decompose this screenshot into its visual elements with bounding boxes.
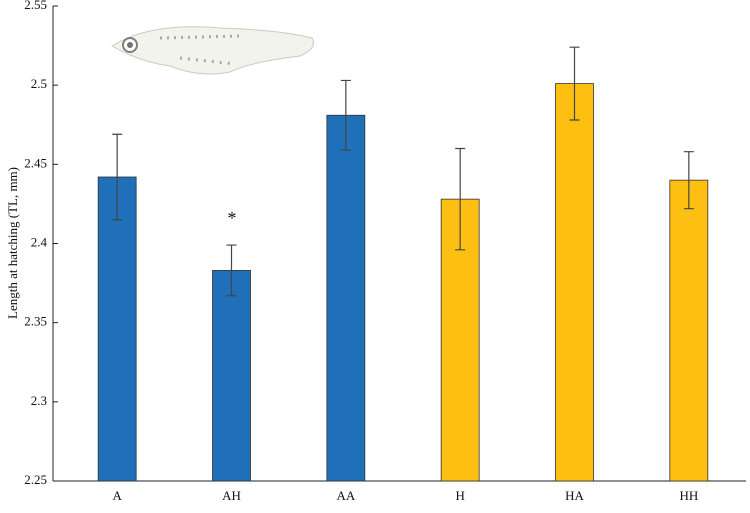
bar [555,83,594,482]
x-tick-label: A [112,488,122,503]
y-axis-title: Length at hatching (TL, mm) [5,167,20,319]
bar [669,179,709,482]
error-bar [226,244,237,297]
fish-illustration [111,26,314,75]
significance-annotation: * [228,208,237,228]
y-tick-label: 2.4 [31,234,48,249]
y-tick-label: 2.35 [24,314,47,329]
error-bar [455,147,466,251]
y-tick-label: 2.5 [31,76,47,91]
error-bar [112,133,123,221]
x-tick-label: AH [222,488,241,503]
bar [97,176,137,482]
y-tick-label: 2.3 [31,393,47,408]
x-tick-label: H [455,488,464,503]
y-tick-label: 2.55 [24,0,47,12]
x-tick-label: AA [336,488,355,503]
y-tick-label: 2.45 [24,155,47,170]
y-tick-label: 2.25 [24,472,47,487]
bar [212,270,251,482]
x-tick-label: HA [565,488,584,503]
bar [326,114,366,482]
error-bar [340,79,351,151]
error-bar [569,46,580,121]
error-bar [683,151,694,210]
x-tick-label: HH [679,488,698,503]
